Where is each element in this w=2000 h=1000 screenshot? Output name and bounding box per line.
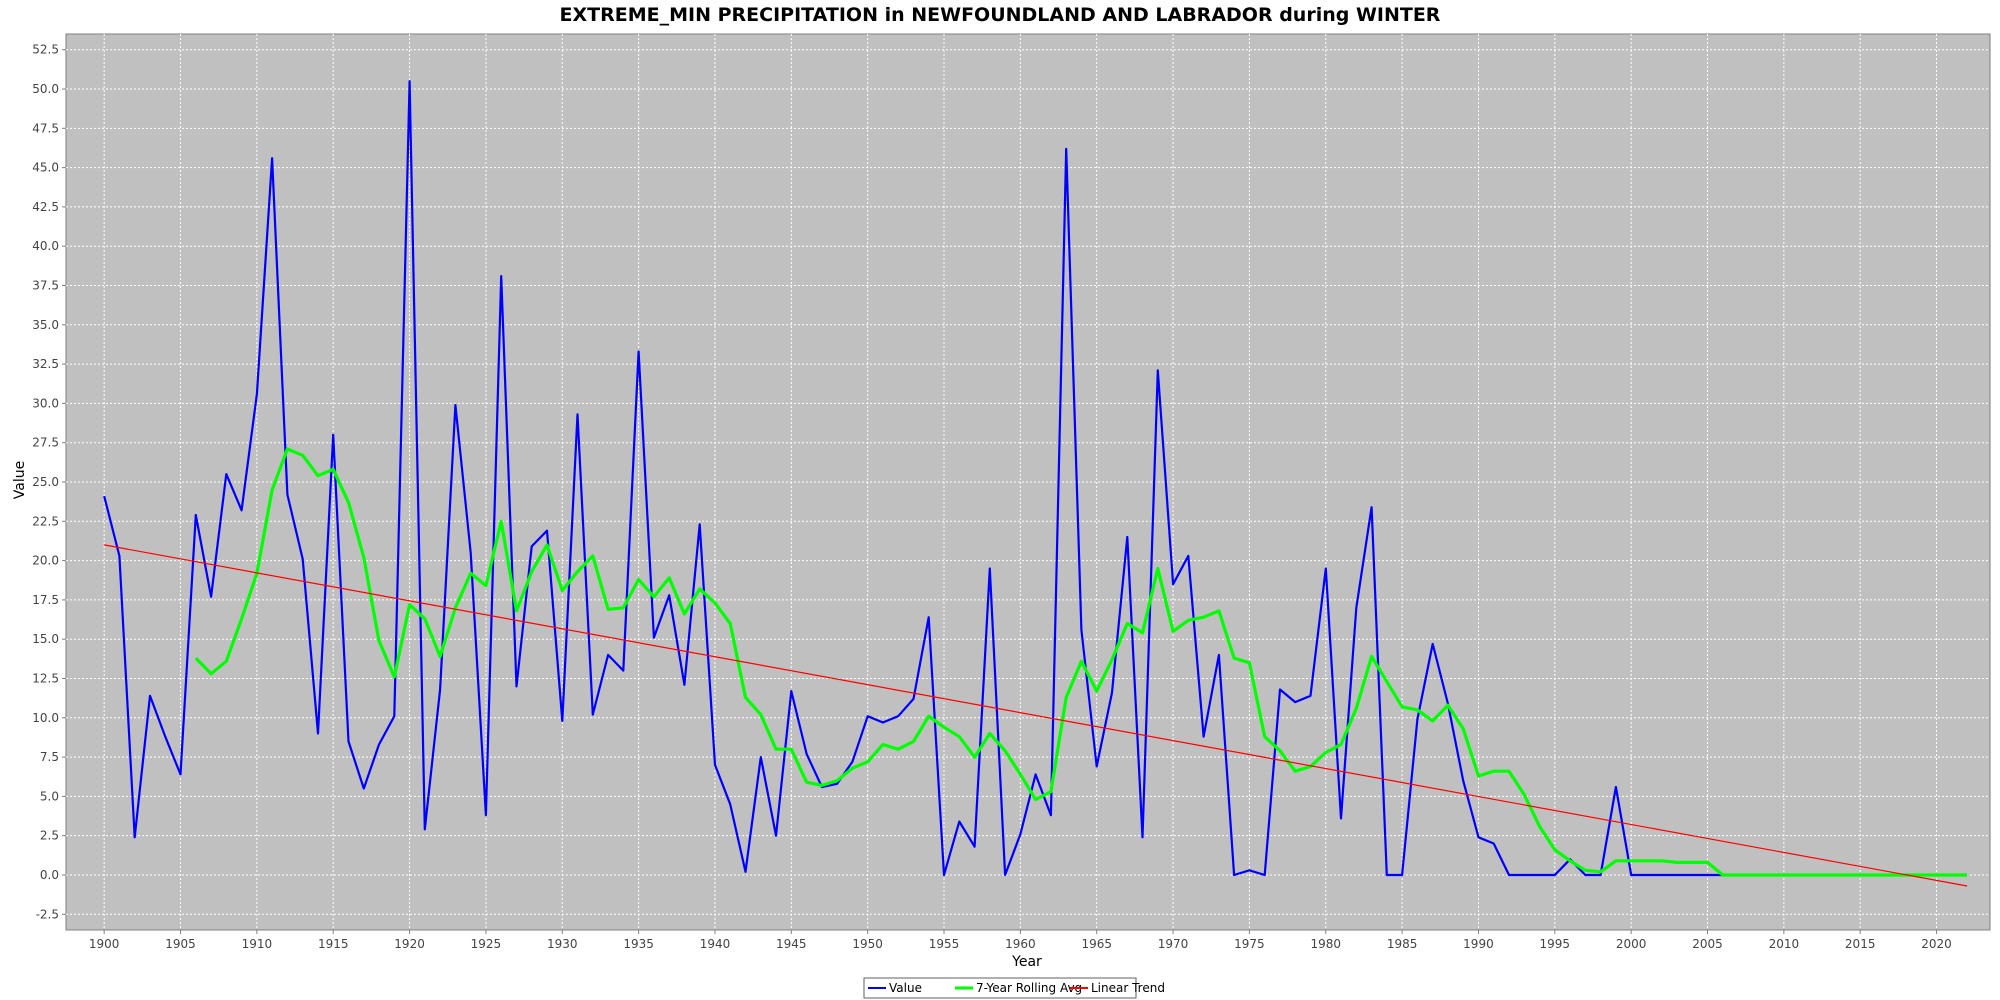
x-tick-label: 1975 <box>1234 937 1265 951</box>
x-tick-label: 1980 <box>1310 937 1341 951</box>
x-tick-label: 1965 <box>1081 937 1112 951</box>
x-tick-label: 1960 <box>1005 937 1036 951</box>
y-tick-label: 30.0 <box>32 396 59 410</box>
series-value-line <box>103 80 1968 877</box>
x-axis: 1900 1905 1910 1915 1920 1925 1930 1935 1940 1945… <box>89 930 1952 951</box>
y-tick-label: 32.5 <box>32 357 59 371</box>
y-tick-label: 45.0 <box>32 161 59 175</box>
y-tick-label: 22.5 <box>32 514 59 528</box>
x-tick-label: 1995 <box>1540 937 1571 951</box>
y-axis: -2.5 0.0 2.5 5.0 7.5 10.0 12.5 15.0 17.5 20.0 22.5… <box>32 43 66 921</box>
y-tick-label: 17.5 <box>32 593 59 607</box>
x-tick-label: 1990 <box>1463 937 1494 951</box>
x-tick-label: 2015 <box>1845 937 1876 951</box>
y-tick-label: 12.5 <box>32 671 59 685</box>
y-tick-label: 2.5 <box>40 829 59 843</box>
y-tick-label: 10.0 <box>32 711 59 725</box>
x-tick-label: 1950 <box>852 937 883 951</box>
legend-label: Linear Trend <box>1091 981 1165 995</box>
x-tick-label: 1945 <box>776 937 807 951</box>
y-tick-label: 42.5 <box>32 200 59 214</box>
legend: Value 7-Year Rolling Avg Linear Trend <box>863 977 1165 999</box>
y-tick-label: 7.5 <box>40 750 59 764</box>
y-tick-label: 40.0 <box>32 239 59 253</box>
legend-label: 7-Year Rolling Avg <box>976 981 1082 995</box>
x-tick-label: 1915 <box>318 937 349 951</box>
y-tick-label: 15.0 <box>32 632 59 646</box>
x-axis-title: Year <box>1011 954 1042 970</box>
grid <box>66 34 1990 930</box>
x-tick-label: 2005 <box>1692 937 1723 951</box>
y-axis-title: Value <box>12 461 28 499</box>
legend-label: Value <box>889 981 922 995</box>
x-tick-label: 1985 <box>1387 937 1418 951</box>
x-tick-label: 1940 <box>700 937 731 951</box>
x-tick-label: 2010 <box>1769 937 1800 951</box>
y-tick-label: 25.0 <box>32 475 59 489</box>
x-tick-label: 1920 <box>394 937 425 951</box>
y-tick-label: 0.0 <box>40 868 59 882</box>
y-tick-label: 5.0 <box>40 789 59 803</box>
y-tick-label: 35.0 <box>32 318 59 332</box>
x-tick-label: 2000 <box>1616 937 1647 951</box>
y-tick-label: 47.5 <box>32 121 59 135</box>
legend-box <box>863 977 1137 999</box>
x-tick-label: 1970 <box>1158 937 1189 951</box>
x-tick-label: 1930 <box>547 937 578 951</box>
x-tick-label: 1935 <box>623 937 654 951</box>
series-rolling-avg-line <box>194 447 1968 877</box>
chart-title: EXTREME_MIN PRECIPITATION in NEWFOUNDLAN… <box>560 4 1441 26</box>
x-tick-label: 1905 <box>165 937 196 951</box>
x-tick-label: 1900 <box>89 937 120 951</box>
y-tick-label: 20.0 <box>32 554 59 568</box>
y-tick-label: -2.5 <box>36 907 59 921</box>
x-tick-label: 1925 <box>471 937 502 951</box>
x-tick-label: 1955 <box>929 937 960 951</box>
x-tick-label: 2020 <box>1921 937 1952 951</box>
x-tick-label: 1910 <box>242 937 273 951</box>
y-tick-label: 52.5 <box>32 43 59 57</box>
y-tick-label: 27.5 <box>32 436 59 450</box>
series-linear-trend-line <box>104 544 1968 887</box>
y-tick-label: 50.0 <box>32 82 59 96</box>
series-layer <box>103 80 1968 887</box>
y-tick-label: 37.5 <box>32 279 59 293</box>
